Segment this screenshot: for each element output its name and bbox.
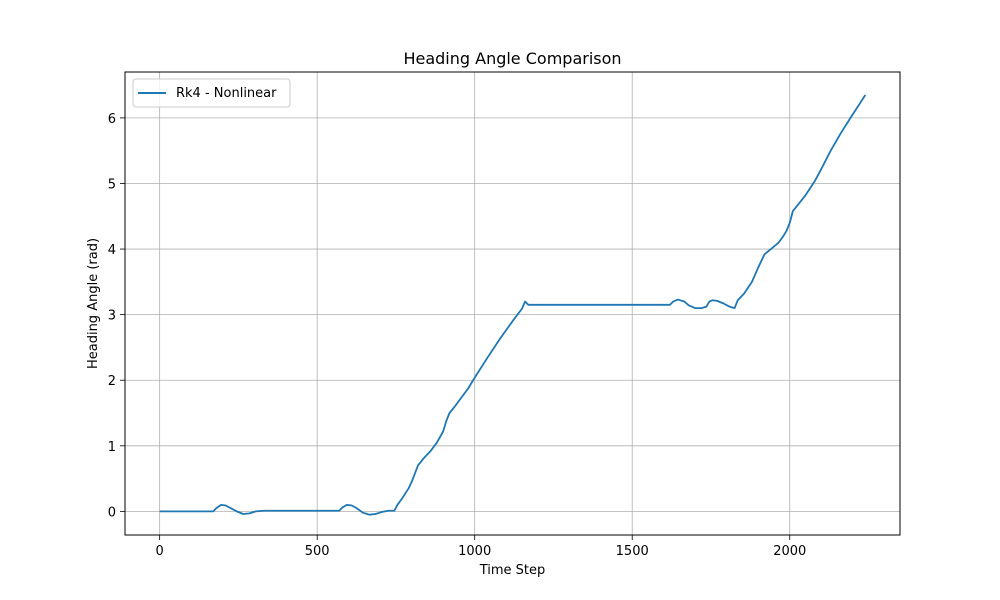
y-tick-label: 0 (108, 505, 116, 520)
axis-ticks: 0 500 1000 1500 2000 0 1 2 3 4 5 6 (108, 112, 807, 559)
x-axis-label: Time Step (479, 563, 546, 578)
plot-frame (124, 71, 901, 536)
chart-title: Heading Angle Comparison (403, 49, 621, 68)
legend-entry: Rk4 - Nonlinear (176, 86, 277, 101)
x-tick-label: 0 (156, 544, 164, 559)
series-line (159, 94, 867, 516)
y-tick-label: 4 (108, 243, 116, 258)
y-tick-label: 6 (108, 112, 116, 127)
series-layer (159, 94, 867, 516)
x-tick-label: 2000 (773, 544, 806, 559)
legend: Rk4 - Nonlinear (132, 78, 291, 108)
y-tick-label: 3 (108, 309, 116, 324)
x-tick-label: 500 (305, 544, 330, 559)
y-tick-label: 1 (108, 440, 116, 455)
y-axis-label: Heading Angle (rad) (86, 238, 101, 369)
x-tick-label: 1500 (616, 544, 649, 559)
x-tick-label: 1000 (458, 544, 491, 559)
y-tick-label: 2 (108, 374, 116, 389)
legend-box (132, 78, 291, 108)
y-tick-label: 5 (108, 177, 116, 192)
